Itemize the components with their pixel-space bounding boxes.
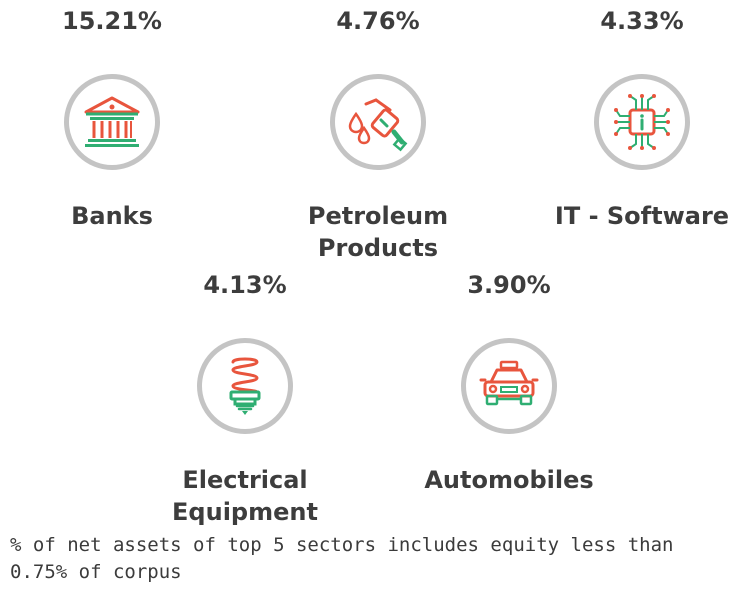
sector-label: Automobiles — [424, 466, 594, 494]
sector-percent: 3.90% — [467, 271, 551, 299]
sector-percent: 4.33% — [600, 7, 684, 35]
icon-circle — [330, 74, 426, 170]
sector-label: Banks — [71, 202, 153, 230]
sector-percent: 4.13% — [203, 271, 287, 299]
footnote: % of net assets of top 5 sectors include… — [10, 534, 674, 583]
icon-circle — [64, 74, 160, 170]
sector-percent: 15.21% — [62, 7, 162, 35]
icon-circle — [461, 338, 557, 434]
circuit-chip-icon — [614, 94, 670, 150]
cfl-bulb-icon — [229, 357, 261, 415]
sector-label: Electrical Equipment — [172, 466, 318, 526]
sector-label: Petroleum Products — [307, 202, 449, 262]
sector-percent: 4.76% — [336, 7, 420, 35]
bank-icon — [84, 96, 140, 147]
taxi-car-icon — [479, 360, 539, 406]
icon-circle — [197, 338, 293, 434]
fuel-nozzle-icon — [348, 98, 408, 152]
sector-label: IT - Software — [554, 202, 730, 230]
icon-circle — [594, 74, 690, 170]
